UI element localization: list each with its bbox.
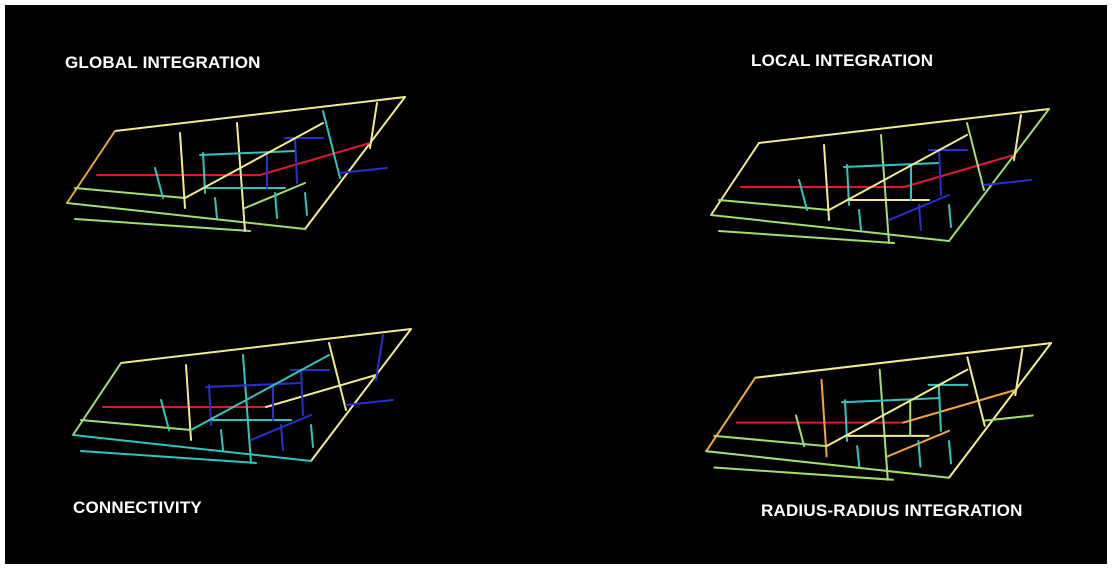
axial-line-outerTop bbox=[758, 108, 1050, 144]
axial-map-global bbox=[66, 96, 406, 232]
axial-line-diagA bbox=[825, 368, 969, 448]
panel-title-radius-radius-integration: RADIUS-RADIUS INTEGRATION bbox=[761, 501, 1023, 520]
axial-line-tick3 bbox=[947, 439, 953, 465]
axial-line-innerV3 bbox=[938, 149, 942, 196]
axial-map-local bbox=[710, 108, 1050, 244]
axial-line-leftV bbox=[820, 378, 828, 458]
axial-line-outerLeft bbox=[710, 142, 760, 216]
axial-line-outerLeft bbox=[66, 130, 116, 204]
axial-line-bottom3 bbox=[74, 187, 186, 199]
axial-line-inner1 bbox=[840, 397, 940, 404]
axial-line-diagA bbox=[828, 134, 968, 211]
axial-line-inner1 bbox=[843, 162, 940, 168]
axial-line-leftV bbox=[179, 132, 186, 209]
axial-line-outerBottom bbox=[66, 202, 306, 230]
axial-line-branchL bbox=[798, 179, 808, 211]
axial-line-bottom2 bbox=[80, 450, 257, 464]
axial-line-tick2 bbox=[280, 424, 284, 451]
axial-line-tick1 bbox=[220, 429, 224, 451]
axial-line-mid1V bbox=[236, 122, 246, 232]
axial-line-outerBottom bbox=[710, 214, 950, 242]
axial-line-inner1 bbox=[205, 382, 302, 388]
axial-line-branchR bbox=[345, 399, 394, 406]
axial-line-innerV3 bbox=[937, 383, 942, 432]
axial-line-tick3 bbox=[948, 204, 952, 228]
axial-line-innerV3 bbox=[294, 137, 298, 184]
axial-line-spine2 bbox=[265, 374, 377, 408]
axial-line-rightV bbox=[1013, 114, 1022, 161]
axial-line-outerLeft bbox=[72, 362, 122, 436]
panel-title-global-integration: GLOBAL INTEGRATION bbox=[65, 53, 261, 72]
axial-line-mid2V bbox=[322, 110, 341, 179]
axial-line-rightV bbox=[1014, 348, 1024, 397]
axial-line-tick1 bbox=[858, 209, 862, 231]
axial-maps-figure: GLOBAL INTEGRATION LOCAL INTEGRATION CON… bbox=[5, 5, 1107, 564]
axial-line-mid2V bbox=[328, 342, 347, 411]
axial-line-tick1 bbox=[214, 197, 218, 219]
axial-line-diagA bbox=[184, 122, 324, 199]
axial-line-mid1V bbox=[242, 354, 252, 464]
axial-line-spine2 bbox=[902, 388, 1017, 424]
axial-line-branchR bbox=[339, 167, 388, 174]
axial-line-rightV bbox=[369, 102, 378, 149]
axial-line-mid1V bbox=[880, 134, 890, 244]
axial-line-bottom2 bbox=[718, 230, 895, 244]
axial-line-tick3 bbox=[304, 192, 308, 216]
axial-line-outerRight bbox=[304, 96, 406, 230]
axial-line-rightV bbox=[375, 334, 384, 381]
axial-maps-canvas bbox=[66, 96, 1053, 481]
axial-line-branchR bbox=[983, 414, 1034, 422]
axial-line-outerLeft bbox=[705, 376, 757, 453]
axial-line-tick1 bbox=[856, 445, 861, 468]
panel-title-connectivity: CONNECTIVITY bbox=[73, 498, 202, 517]
axial-line-outerTop bbox=[754, 342, 1053, 379]
axial-line-inner1 bbox=[199, 150, 296, 156]
axial-line-diagA bbox=[190, 354, 330, 431]
axial-line-outerBottom bbox=[72, 434, 312, 462]
axial-line-outerTop bbox=[120, 328, 412, 364]
axial-line-innerV3 bbox=[300, 369, 304, 416]
axial-line-leftV bbox=[185, 364, 192, 441]
axial-line-leftV bbox=[823, 144, 830, 221]
axial-line-branchL bbox=[160, 399, 170, 431]
axial-line-bottom2 bbox=[74, 218, 251, 232]
axial-line-tick2 bbox=[918, 204, 922, 231]
axial-map-radius bbox=[705, 342, 1053, 481]
axial-line-outerRight bbox=[947, 342, 1053, 479]
axial-line-spine2 bbox=[903, 154, 1015, 188]
axial-line-branchR bbox=[983, 179, 1032, 186]
axial-line-mid2V bbox=[966, 356, 986, 427]
axial-line-tick3 bbox=[310, 424, 314, 448]
axial-line-bottom3 bbox=[713, 434, 828, 448]
axial-line-tick2 bbox=[917, 439, 922, 468]
axial-line-outerTop bbox=[114, 96, 406, 132]
axial-line-mid1V bbox=[878, 368, 889, 481]
panel-title-local-integration: LOCAL INTEGRATION bbox=[751, 51, 934, 70]
axial-line-bottom3 bbox=[80, 419, 192, 431]
axial-line-mid2V bbox=[966, 122, 985, 191]
axial-line-branchL bbox=[794, 414, 806, 448]
axial-line-spine2 bbox=[259, 142, 371, 176]
axial-line-outerRight bbox=[948, 108, 1050, 242]
axial-map-connectivity bbox=[72, 328, 412, 464]
axial-line-branchL bbox=[154, 167, 164, 199]
axial-line-bottom3 bbox=[718, 199, 830, 211]
axial-line-outerBottom bbox=[705, 450, 951, 479]
axial-line-outerRight bbox=[310, 328, 412, 462]
axial-line-bottom2 bbox=[713, 466, 894, 481]
axial-line-tick2 bbox=[274, 192, 278, 219]
